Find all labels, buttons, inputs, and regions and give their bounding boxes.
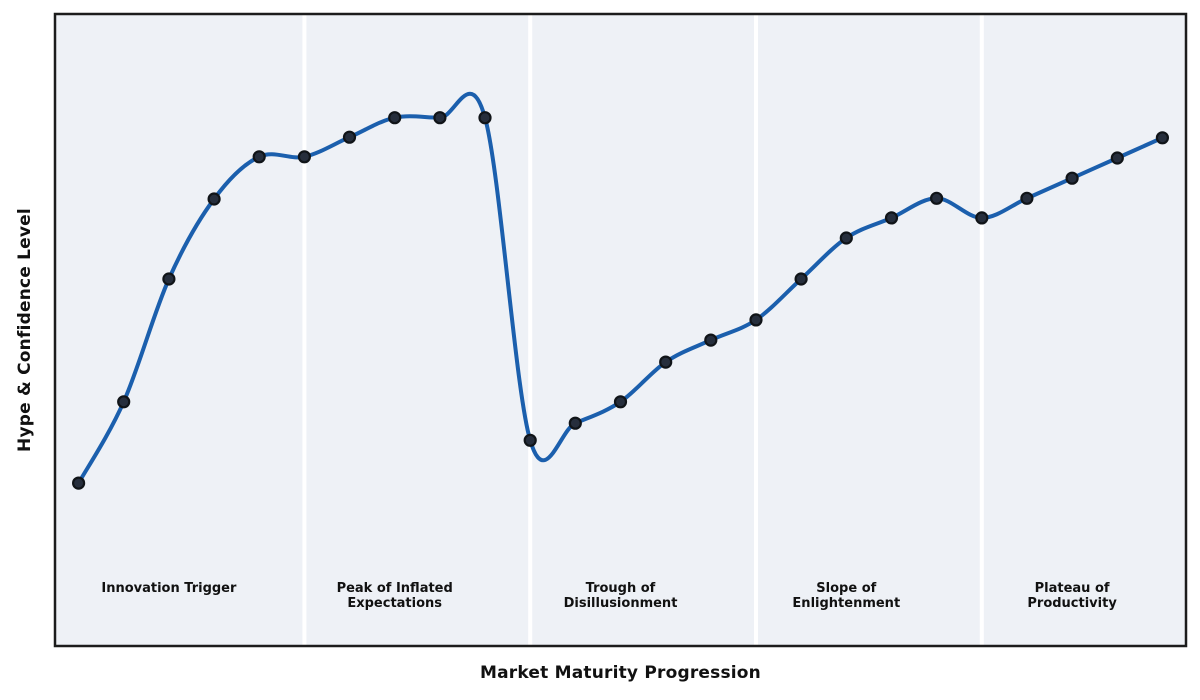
phase-divider [528,15,533,645]
data-point [162,272,176,286]
data-point [478,111,492,125]
data-point [342,130,357,144]
data-point [433,111,447,125]
phase-label-plateau-of-productivity: Plateau of Productivity [1027,581,1117,611]
phase-label-trough-of-disillusionment: Trough of Disillusionment [563,581,678,611]
phase-divider [302,15,307,645]
data-point-markers [71,111,1170,490]
data-point [297,150,311,164]
data-point [388,111,402,125]
data-point [839,231,853,245]
data-point [884,211,899,225]
data-point [117,395,131,409]
data-point [523,433,537,447]
data-point [659,355,673,369]
data-point [929,191,944,205]
hype-curve-line [76,91,1165,486]
data-point [207,192,221,206]
data-point [1020,191,1034,205]
x-axis-label: Market Maturity Progression [479,663,761,683]
data-point [794,272,808,286]
phase-label-innovation-trigger: Innovation Trigger [101,581,237,596]
data-point [704,333,718,347]
data-point [975,211,989,225]
data-point [71,476,86,490]
phase-divider [754,15,758,645]
phase-label-peak-of-inflated-expectations: Peak of Inflated Expectations [336,581,453,611]
y-axis-label: Hype & Confidence Level [15,208,35,452]
data-point [568,416,582,430]
phase-dividers [302,15,984,645]
plot-background [56,15,1185,645]
phase-divider [979,15,984,645]
data-point [613,395,628,409]
data-point [252,150,266,164]
plot-border [53,12,1188,648]
data-point [749,313,763,327]
data-point [1155,131,1170,145]
data-point [1110,151,1124,165]
phase-label-slope-of-enlightenment: Slope of Enlightenment [792,581,901,611]
data-point [1065,171,1079,185]
